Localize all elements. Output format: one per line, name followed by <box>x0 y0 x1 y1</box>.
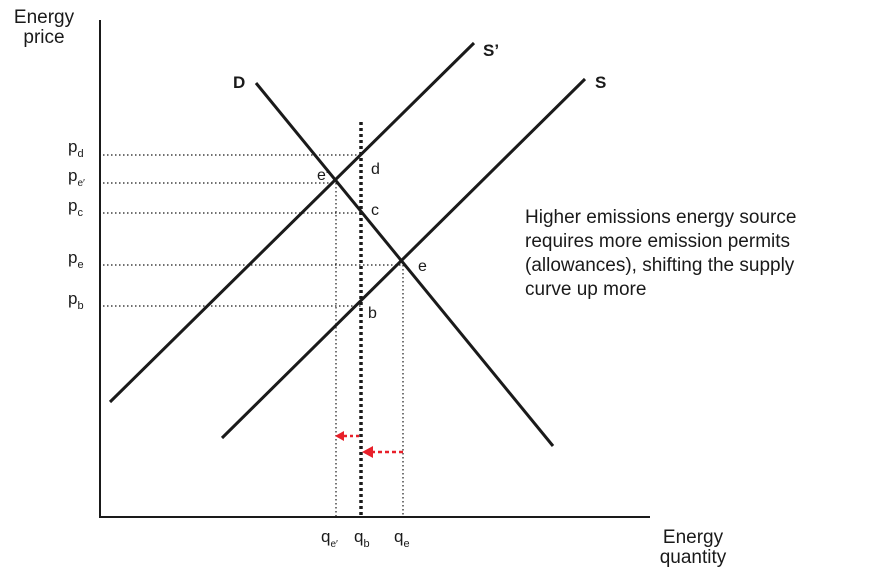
x-axis-title: Energy quantity <box>648 528 738 568</box>
supply-label: S <box>595 73 606 92</box>
price-label-pe-prime: pe′ <box>68 166 85 189</box>
price-labels: pd pe′ pc pe pb <box>68 137 85 312</box>
shift-arrow-small-head <box>335 431 344 441</box>
annotation-line-2: requires more emission permits <box>525 231 791 252</box>
point-b: b <box>368 305 377 322</box>
annotation-line-1: Higher emissions energy source <box>525 207 797 228</box>
shift-arrow-large-head <box>362 446 373 458</box>
quantity-label-qb: qb <box>354 527 370 550</box>
price-label-pc: pc <box>68 196 83 219</box>
point-c: c <box>371 202 379 219</box>
x-axis-title-line2: quantity <box>659 547 727 568</box>
quantity-labels: qe′ qb qe <box>321 527 410 550</box>
supply-shifted-curve <box>108 41 476 404</box>
x-axis-title-line1: Energy <box>662 527 724 548</box>
y-axis-title: Energy price <box>6 8 82 48</box>
quantity-label-qe-prime: qe′ <box>321 527 338 550</box>
price-label-pb: pb <box>68 289 84 312</box>
price-label-pe: pe <box>68 248 84 271</box>
annotation-text: Higher emissions energy source requires … <box>525 206 870 302</box>
point-d: d <box>371 161 380 178</box>
price-label-pd: pd <box>68 137 84 160</box>
y-axis-title-line1: Energy <box>13 7 75 28</box>
demand-curve <box>254 82 555 447</box>
annotation-line-4: curve up more <box>525 279 647 300</box>
annotation-line-3: (allowances), shifting the supply <box>525 255 795 276</box>
point-e-prime: e′ <box>317 167 329 184</box>
supply-curve <box>220 77 587 440</box>
supply-shifted-label: S’ <box>483 41 499 60</box>
y-axis-title-line2: price <box>23 27 65 48</box>
quantity-label-qe: qe <box>394 527 410 550</box>
point-e: e <box>418 258 427 275</box>
demand-label: D <box>233 73 245 92</box>
